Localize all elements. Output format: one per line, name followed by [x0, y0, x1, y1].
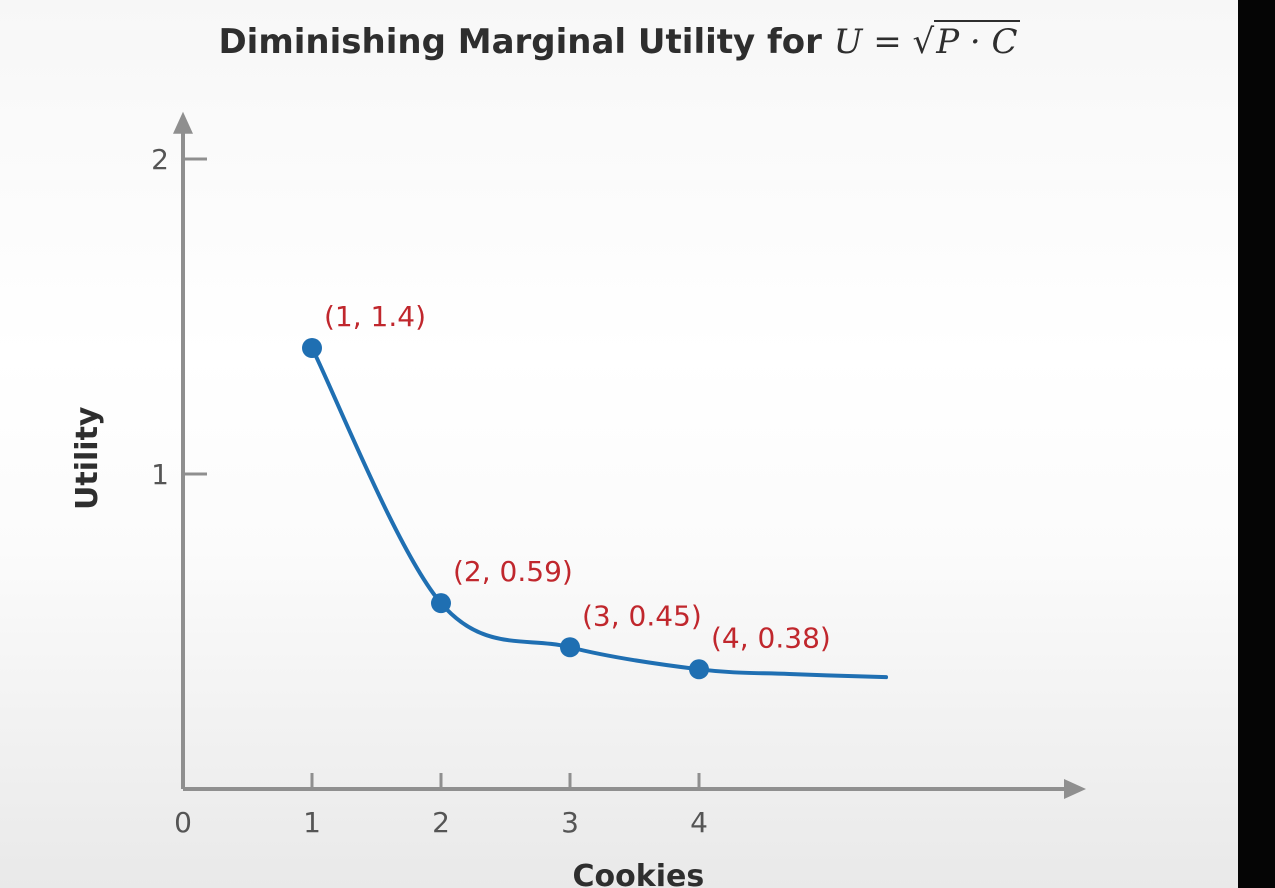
data-point [302, 338, 322, 358]
chart-plot: 0 1 2 3 4 1 2 (1, 1.4) (2, 0.59) (3, 0.45) (4, 0.… [70, 111, 1086, 888]
data-point-label: (1, 1.4) [324, 300, 426, 333]
data-point-label: (3, 0.45) [582, 599, 702, 632]
x-tick-label: 4 [690, 806, 708, 839]
x-tick-label: 2 [432, 806, 450, 839]
x-tick-label: 0 [174, 806, 192, 839]
formula-lhs: U [833, 22, 863, 62]
data-point-label: (4, 0.38) [711, 621, 831, 654]
title-text: Diminishing Marginal Utility for [218, 22, 822, 62]
title-formula: U = √P · C [834, 20, 1020, 62]
data-point-group: (1, 1.4) (2, 0.59) (3, 0.45) (4, 0.38) [302, 300, 831, 680]
formula-radicand: P · C [934, 20, 1020, 62]
data-point [689, 659, 709, 680]
y-axis-label: Utility [70, 406, 105, 510]
formula-root-symbol: √ [912, 22, 935, 62]
right-edge-bar [1238, 0, 1275, 888]
formula-equals: = [873, 22, 902, 62]
data-point [431, 593, 451, 614]
utility-curve [310, 346, 889, 680]
data-point-label: (2, 0.59) [453, 555, 573, 588]
x-axis-arrowhead [1064, 779, 1086, 799]
chart-title: Diminishing Marginal Utility for U = √P … [0, 20, 1238, 62]
y-axis-arrowhead [173, 111, 193, 134]
x-axis-label: Cookies [573, 859, 705, 888]
slide-background: Diminishing Marginal Utility for U = √P … [0, 0, 1238, 888]
x-tick-label: 1 [303, 806, 321, 839]
x-tick-label: 3 [561, 806, 579, 839]
data-point [560, 637, 580, 658]
tick-group: 0 1 2 3 4 1 2 [151, 143, 708, 839]
y-tick-label: 1 [151, 458, 169, 491]
y-tick-label: 2 [151, 143, 169, 176]
